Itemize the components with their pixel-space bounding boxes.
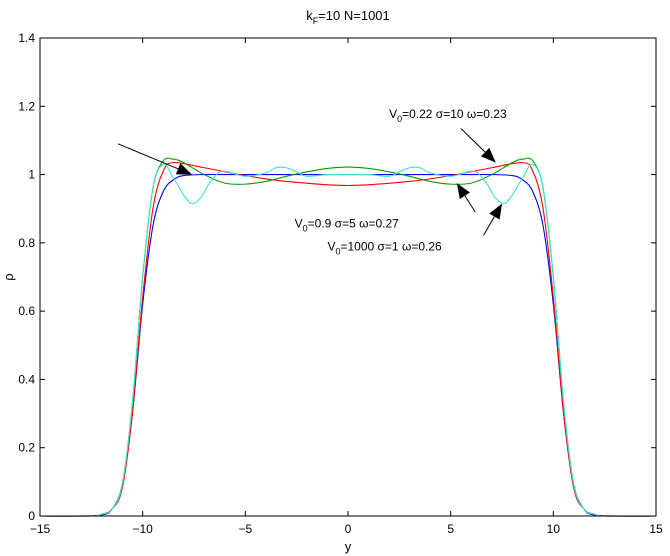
y-tick-label: 0.6 — [18, 304, 35, 318]
chart-title-rest: =10 N=1001 — [318, 8, 390, 23]
annotation-label-4: V0=1000 σ=1 ω=0.26 — [327, 239, 442, 256]
y-tick-label: 0 — [28, 509, 35, 523]
x-tick-label: −5 — [238, 522, 252, 536]
y-tick-label: 1.2 — [18, 99, 35, 113]
series-line-2 — [39, 162, 657, 517]
x-tick-label: 5 — [447, 522, 454, 536]
y-tick-label: 0.8 — [18, 236, 35, 250]
y-axis: 0 0.2 0.4 0.6 0.8 1 1.2 1.4 — [18, 31, 656, 523]
x-tick-label: −15 — [30, 522, 51, 536]
plot-lines — [39, 157, 657, 517]
x-axis: −15 −10 −5 0 5 10 15 — [30, 38, 663, 536]
series-line-4 — [39, 163, 657, 517]
annotation-arrowhead-2 — [480, 147, 496, 163]
annotation-arrow-3 — [464, 195, 476, 213]
chart-title: kF=10 N=1001 — [306, 8, 390, 26]
annotation-arrowhead-3 — [456, 183, 470, 199]
x-tick-label: 0 — [345, 522, 352, 536]
y-tick-label: 0.4 — [18, 372, 35, 386]
annotation-label-2: V0=0.22 σ=10 ω=0.23 — [389, 107, 507, 124]
x-tick-label: 10 — [547, 522, 561, 536]
y-tick-label: 0.2 — [18, 441, 35, 455]
plot-frame — [39, 37, 657, 517]
annotation-arrowhead-1 — [175, 163, 192, 175]
series-line-3 — [39, 157, 657, 517]
y-tick-label: 1 — [28, 168, 35, 182]
annotation-arrow-1 — [117, 143, 179, 170]
chart-title-subscript: F — [313, 16, 319, 26]
x-axis-label: y — [345, 539, 352, 554]
annotation-label-3: V0=0.9 σ=5 ω=0.27 — [295, 216, 400, 233]
x-tick-label: 15 — [649, 522, 663, 536]
annotation-arrow-4 — [483, 216, 495, 236]
y-axis-label: ρ — [1, 273, 16, 280]
y-tick-label: 1.4 — [18, 31, 35, 45]
annotation-arrow-2 — [460, 128, 486, 153]
annotation-arrowhead-4 — [489, 203, 502, 220]
x-tick-label: −10 — [132, 522, 153, 536]
chart-title-main: k — [306, 8, 313, 23]
